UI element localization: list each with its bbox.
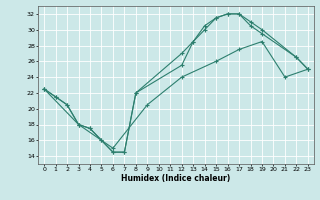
X-axis label: Humidex (Indice chaleur): Humidex (Indice chaleur) [121,174,231,183]
